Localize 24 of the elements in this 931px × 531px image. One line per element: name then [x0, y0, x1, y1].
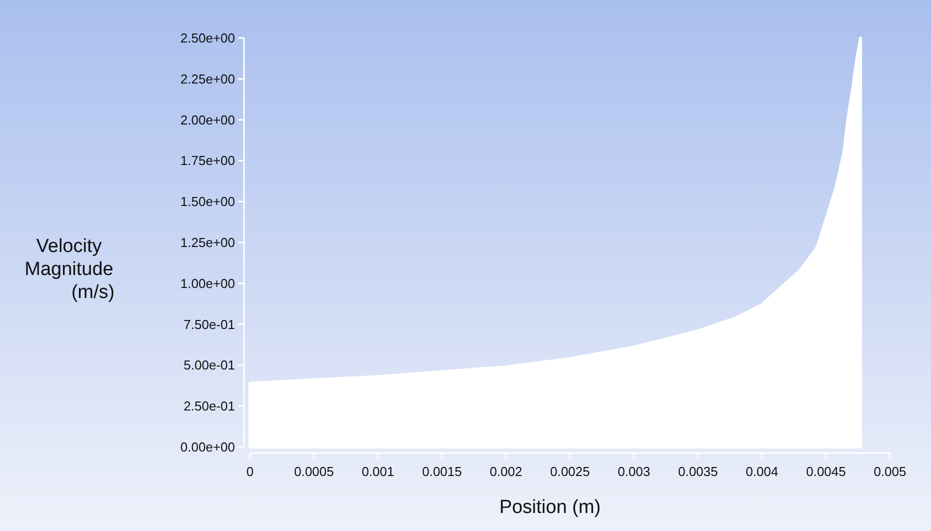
y-tick-label: 2.50e+00: [180, 30, 235, 46]
x-tick-label: 0: [246, 464, 254, 479]
x-tick-label: 0.002: [490, 464, 522, 479]
y-tick-label: 2.00e+00: [180, 112, 235, 128]
x-tick-label: 0.001: [362, 464, 394, 479]
y-tick-label: 1.50e+00: [180, 194, 235, 210]
y-tick-label: 2.50e-01: [184, 398, 235, 414]
x-tick-label: 0.0025: [550, 464, 590, 479]
y-tick-label: 7.50e-01: [184, 316, 235, 332]
y-tick-label: 1.00e+00: [180, 276, 235, 291]
x-tick-label: 0.0015: [422, 464, 462, 479]
y-tick-label: 2.25e+00: [180, 71, 235, 86]
x-tick-label: 0.003: [618, 464, 650, 479]
y-tick-label: 1.25e+00: [180, 235, 235, 250]
x-tick-label: 0.004: [746, 464, 778, 479]
y-tick-label: 5.00e-01: [184, 358, 235, 373]
y-axis-title: Velocity Magnitude (m/s): [24, 236, 115, 303]
x-tick-label: 0.0045: [806, 464, 846, 479]
x-tick-label: 0.005: [874, 464, 906, 479]
x-tick-label: 0.0005: [294, 464, 334, 479]
y-tick-label: 1.75e+00: [180, 153, 235, 168]
y-tick-label: 0.00e+00: [180, 440, 235, 454]
x-axis-title: Position (m): [499, 497, 601, 518]
x-tick-label: 0.0035: [678, 464, 718, 479]
